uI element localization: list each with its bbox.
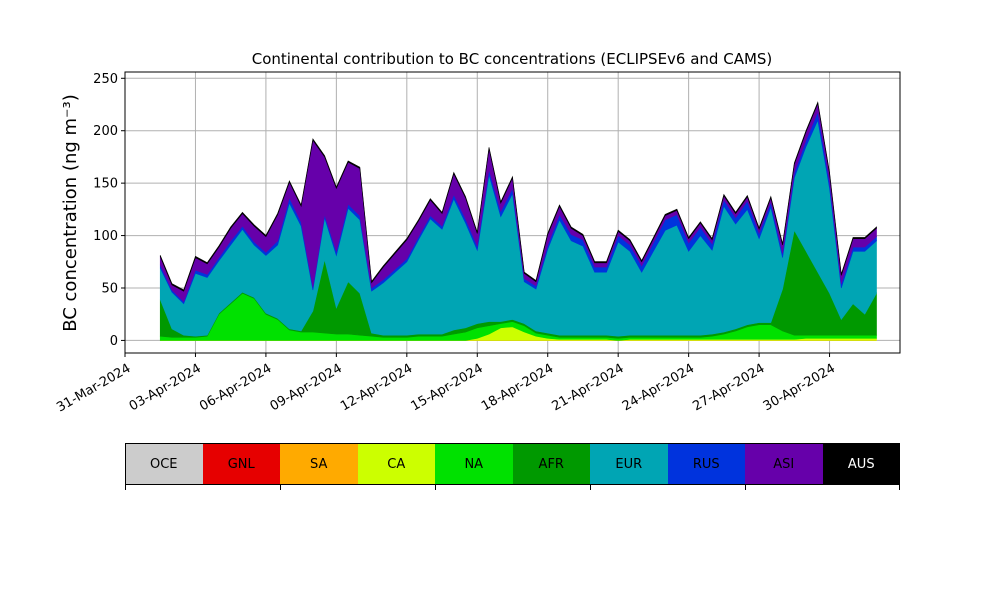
chart-title: Continental contribution to BC concentra… — [252, 50, 773, 68]
y-tick-label: 50 — [101, 281, 118, 296]
legend-label: ASI — [773, 456, 795, 472]
x-tick-label: 21-Apr-2024 — [549, 361, 626, 414]
y-tick-label: 200 — [93, 124, 118, 139]
legend-label: AFR — [538, 456, 564, 472]
x-tick-label: 27-Apr-2024 — [690, 361, 767, 414]
legend-tick — [745, 485, 746, 490]
legend-item-asi: ASI — [745, 443, 823, 485]
area-series-group — [159, 101, 877, 341]
x-tick-label: 06-Apr-2024 — [197, 361, 274, 414]
plot-frame — [124, 71, 901, 354]
legend-label: RUS — [692, 456, 720, 472]
x-tick-label: 31-Mar-2024 — [54, 361, 133, 415]
legend-tick — [899, 485, 900, 490]
legend-item-na: NA — [435, 443, 513, 485]
x-tick-label: 03-Apr-2024 — [127, 361, 204, 414]
area-series-aus — [159, 101, 877, 292]
y-tick-label: 100 — [93, 229, 118, 244]
legend-tick — [125, 485, 126, 490]
legend-label: EUR — [615, 456, 643, 472]
legend-item-gnl: GNL — [202, 443, 280, 485]
x-tick-label: 09-Apr-2024 — [268, 361, 345, 414]
x-tick-label: 18-Apr-2024 — [479, 361, 556, 414]
y-axis-label: BC concentration (ng m⁻³) — [60, 94, 81, 332]
legend-item-rus: RUS — [667, 443, 745, 485]
legend-item-afr: AFR — [512, 443, 590, 485]
legend-label: OCE — [149, 456, 178, 472]
legend-tick — [590, 485, 591, 490]
x-tick-label: 12-Apr-2024 — [338, 361, 415, 414]
legend-label: AUS — [847, 456, 875, 472]
legend-label: GNL — [227, 456, 255, 472]
legend-label: NA — [464, 456, 484, 472]
legend-tick — [435, 485, 436, 490]
legend-item-sa: SA — [280, 443, 358, 485]
y-tick-label: 250 — [93, 72, 118, 87]
x-tick-label: 30-Apr-2024 — [761, 361, 838, 414]
legend-item-oce: OCE — [125, 443, 203, 485]
legend-label: CA — [387, 456, 406, 472]
x-tick-label: 15-Apr-2024 — [409, 361, 486, 414]
y-tick-label: 150 — [93, 177, 118, 192]
legend-item-ca: CA — [357, 443, 435, 485]
legend-item-eur: EUR — [590, 443, 668, 485]
legend-item-aus: AUS — [822, 443, 900, 485]
legend-tick — [280, 485, 281, 490]
y-tick-label: 0 — [110, 334, 118, 349]
legend-label: SA — [310, 456, 328, 472]
x-tick-label: 24-Apr-2024 — [620, 361, 697, 414]
